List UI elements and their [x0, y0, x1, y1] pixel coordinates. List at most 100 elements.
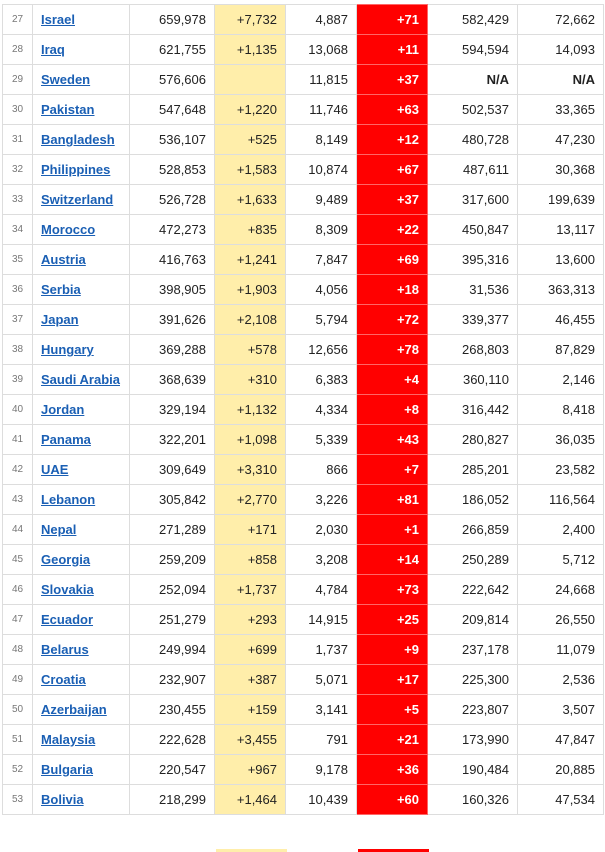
total-cases-cell: 259,209: [129, 544, 215, 575]
rank-cell: 48: [2, 634, 33, 665]
total-deaths-cell: 3,208: [285, 544, 357, 575]
new-cases-cell: +578: [214, 334, 286, 365]
country-cell: Malaysia: [32, 724, 130, 755]
total-deaths-cell: 12,656: [285, 334, 357, 365]
table-row: 47 Ecuador 251,279 +293 14,915 +25 209,814 26,5…: [2, 604, 604, 635]
table-row: 31 Bangladesh 536,107 +525 8,149 +12 480,728 47…: [2, 124, 604, 155]
total-deaths-cell: 4,056: [285, 274, 357, 305]
country-link[interactable]: Bolivia: [41, 792, 84, 807]
new-cases-cell: +2,108: [214, 304, 286, 335]
active-cases-cell: 2,146: [517, 364, 604, 395]
recovered-cell: 250,289: [427, 544, 518, 575]
country-cell: Panama: [32, 424, 130, 455]
table-row: 28 Iraq 621,755 +1,135 13,068 +11 594,594 14,09…: [2, 34, 604, 65]
country-link[interactable]: Malaysia: [41, 732, 96, 747]
recovered-cell: 280,827: [427, 424, 518, 455]
new-cases-cell: +1,903: [214, 274, 286, 305]
country-link[interactable]: Morocco: [41, 222, 96, 237]
new-deaths-cell: +5: [356, 694, 428, 725]
country-link[interactable]: Serbia: [41, 282, 81, 297]
new-cases-cell: +7,732: [214, 4, 286, 35]
table-row: 51 Malaysia 222,628 +3,455 791 +21 173,990 47,8…: [2, 724, 604, 755]
country-link[interactable]: Croatia: [41, 672, 86, 687]
country-link[interactable]: Japan: [41, 312, 79, 327]
total-deaths-cell: 5,071: [285, 664, 357, 695]
total-cases-cell: 659,978: [129, 4, 215, 35]
country-link[interactable]: Slovakia: [41, 582, 94, 597]
new-cases-cell: +858: [214, 544, 286, 575]
recovered-cell: 190,484: [427, 754, 518, 785]
country-cell: Sweden: [32, 64, 130, 95]
rank-cell: 41: [2, 424, 33, 455]
country-link[interactable]: Bulgaria: [41, 762, 94, 777]
rank-cell: 28: [2, 34, 33, 65]
country-link[interactable]: Saudi Arabia: [41, 372, 120, 387]
total-cases-cell: 220,547: [129, 754, 215, 785]
country-link[interactable]: Pakistan: [41, 102, 95, 117]
table-row: 40 Jordan 329,194 +1,132 4,334 +8 316,442 8,418: [2, 394, 604, 425]
new-deaths-cell: +43: [356, 424, 428, 455]
country-link[interactable]: Ecuador: [41, 612, 94, 627]
country-link[interactable]: Azerbaijan: [41, 702, 107, 717]
new-cases-cell: +159: [214, 694, 286, 725]
rank-cell: 30: [2, 94, 33, 125]
country-link[interactable]: Israel: [41, 12, 75, 27]
recovered-cell: 339,377: [427, 304, 518, 335]
total-deaths-cell: 2,030: [285, 514, 357, 545]
table-row: 52 Bulgaria 220,547 +967 9,178 +36 190,484 20,8…: [2, 754, 604, 785]
country-link[interactable]: Panama: [41, 432, 91, 447]
new-cases-cell: +1,220: [214, 94, 286, 125]
total-deaths-cell: 4,784: [285, 574, 357, 605]
total-cases-cell: 222,628: [129, 724, 215, 755]
country-cell: Belarus: [32, 634, 130, 665]
partial-next-row: [216, 849, 429, 852]
total-cases-cell: 309,649: [129, 454, 215, 485]
new-cases-cell: +835: [214, 214, 286, 245]
new-deaths-cell: +25: [356, 604, 428, 635]
recovered-cell: 480,728: [427, 124, 518, 155]
active-cases-cell: 24,668: [517, 574, 604, 605]
country-link[interactable]: Bangladesh: [41, 132, 115, 147]
new-deaths-cell: +71: [356, 4, 428, 35]
country-link[interactable]: UAE: [41, 462, 69, 477]
country-cell: Austria: [32, 244, 130, 275]
active-cases-cell: 36,035: [517, 424, 604, 455]
country-link[interactable]: Philippines: [41, 162, 111, 177]
total-cases-cell: 252,094: [129, 574, 215, 605]
partial-new-deaths-cell: [358, 849, 429, 852]
country-link[interactable]: Austria: [41, 252, 86, 267]
recovered-cell: 582,429: [427, 4, 518, 35]
table-row: 36 Serbia 398,905 +1,903 4,056 +18 31,536 363,3…: [2, 274, 604, 305]
country-link[interactable]: Georgia: [41, 552, 91, 567]
recovered-cell: 223,807: [427, 694, 518, 725]
total-deaths-cell: 8,309: [285, 214, 357, 245]
active-cases-cell: 47,847: [517, 724, 604, 755]
country-link[interactable]: Hungary: [41, 342, 94, 357]
total-cases-cell: 232,907: [129, 664, 215, 695]
active-cases-cell: 46,455: [517, 304, 604, 335]
new-deaths-cell: +17: [356, 664, 428, 695]
total-deaths-cell: 10,874: [285, 154, 357, 185]
country-cell: Slovakia: [32, 574, 130, 605]
active-cases-cell: 14,093: [517, 34, 604, 65]
table-row: 45 Georgia 259,209 +858 3,208 +14 250,289 5,712: [2, 544, 604, 575]
rank-cell: 31: [2, 124, 33, 155]
active-cases-cell: 8,418: [517, 394, 604, 425]
table-row: 46 Slovakia 252,094 +1,737 4,784 +73 222,642 24…: [2, 574, 604, 605]
total-deaths-cell: 6,383: [285, 364, 357, 395]
country-link[interactable]: Nepal: [41, 522, 77, 537]
country-link[interactable]: Jordan: [41, 402, 85, 417]
country-link[interactable]: Iraq: [41, 42, 65, 57]
country-link[interactable]: Switzerland: [41, 192, 114, 207]
total-deaths-cell: 866: [285, 454, 357, 485]
country-link[interactable]: Sweden: [41, 72, 91, 87]
new-deaths-cell: +81: [356, 484, 428, 515]
new-cases-cell: +1,583: [214, 154, 286, 185]
recovered-cell: 222,642: [427, 574, 518, 605]
country-link[interactable]: Belarus: [41, 642, 89, 657]
total-cases-cell: 305,842: [129, 484, 215, 515]
country-link[interactable]: Lebanon: [41, 492, 96, 507]
total-cases-cell: 249,994: [129, 634, 215, 665]
new-deaths-cell: +14: [356, 544, 428, 575]
total-deaths-cell: 11,746: [285, 94, 357, 125]
